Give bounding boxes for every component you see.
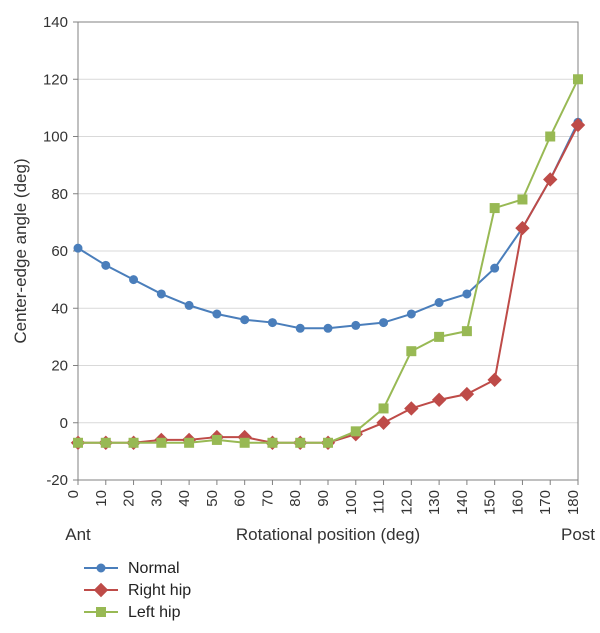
data-marker xyxy=(240,438,249,447)
data-marker xyxy=(462,327,471,336)
data-marker xyxy=(130,276,138,284)
x-extra-label: Ant xyxy=(65,525,91,544)
data-marker xyxy=(407,347,416,356)
x-tick-label: 100 xyxy=(343,490,360,515)
data-marker xyxy=(352,321,360,329)
y-tick-label: 100 xyxy=(43,129,68,146)
data-marker xyxy=(435,299,443,307)
legend-label: Normal xyxy=(128,560,180,577)
data-marker xyxy=(241,316,249,324)
data-marker xyxy=(97,608,106,617)
x-tick-label: 20 xyxy=(121,490,138,507)
y-axis-title: Center-edge angle (deg) xyxy=(11,158,30,343)
line-chart: 0 10 20 30 40 50 60 70 80 90 100 110 120 130 140 150 160… xyxy=(0,0,600,633)
data-marker xyxy=(463,290,471,298)
x-tick-label: 70 xyxy=(259,490,276,507)
x-tick-label: 150 xyxy=(482,490,499,515)
data-marker xyxy=(74,438,83,447)
data-marker xyxy=(518,195,527,204)
x-tick-label: 130 xyxy=(426,490,443,515)
data-marker xyxy=(324,324,332,332)
chart-container: 0 10 20 30 40 50 60 70 80 90 100 110 120 130 140 150 160… xyxy=(0,0,600,633)
x-tick-label: 140 xyxy=(454,490,471,515)
x-tick-label: 30 xyxy=(148,490,165,507)
data-marker xyxy=(268,319,276,327)
data-marker xyxy=(212,435,221,444)
y-tick-label: 140 xyxy=(43,14,68,31)
x-tick-label: 60 xyxy=(232,490,249,507)
data-marker xyxy=(435,332,444,341)
legend-label: Right hip xyxy=(128,582,191,599)
y-tick-label: 80 xyxy=(51,186,68,203)
data-marker xyxy=(102,261,110,269)
data-marker xyxy=(157,438,166,447)
data-marker xyxy=(129,438,138,447)
legend-label: Left hip xyxy=(128,604,181,621)
x-tick-label: 180 xyxy=(565,490,582,515)
data-marker xyxy=(324,438,333,447)
data-marker xyxy=(351,427,360,436)
data-marker xyxy=(296,438,305,447)
data-marker xyxy=(491,264,499,272)
y-tick-label: 20 xyxy=(51,358,68,375)
data-marker xyxy=(213,310,221,318)
data-marker xyxy=(185,301,193,309)
data-marker xyxy=(157,290,165,298)
y-tick-label: 0 xyxy=(60,415,68,432)
data-marker xyxy=(296,324,304,332)
x-tick-label: 170 xyxy=(537,490,554,515)
x-tick-label: 0 xyxy=(65,490,82,498)
x-tick-label: 10 xyxy=(93,490,110,507)
y-tick-label: 60 xyxy=(51,243,68,260)
data-marker xyxy=(379,404,388,413)
x-tick-label: 160 xyxy=(509,490,526,515)
y-tick-label: 120 xyxy=(43,71,68,88)
x-axis-title: Rotational position (deg) xyxy=(236,525,420,544)
data-marker xyxy=(101,438,110,447)
data-marker xyxy=(268,438,277,447)
data-marker xyxy=(97,564,105,572)
x-tick-label: 50 xyxy=(204,490,221,507)
x-tick-label: 90 xyxy=(315,490,332,507)
data-marker xyxy=(574,75,583,84)
data-marker xyxy=(380,319,388,327)
x-tick-label: 120 xyxy=(398,490,415,515)
data-marker xyxy=(74,244,82,252)
x-tick-label: 80 xyxy=(287,490,304,507)
x-extra-label: Post xyxy=(561,525,595,544)
data-marker xyxy=(490,204,499,213)
y-tick-label: 40 xyxy=(51,300,68,317)
y-tick-label: -20 xyxy=(46,472,68,489)
data-marker xyxy=(407,310,415,318)
data-marker xyxy=(546,132,555,141)
x-tick-label: 110 xyxy=(371,490,388,514)
x-tick-label: 40 xyxy=(176,490,193,507)
data-marker xyxy=(185,438,194,447)
